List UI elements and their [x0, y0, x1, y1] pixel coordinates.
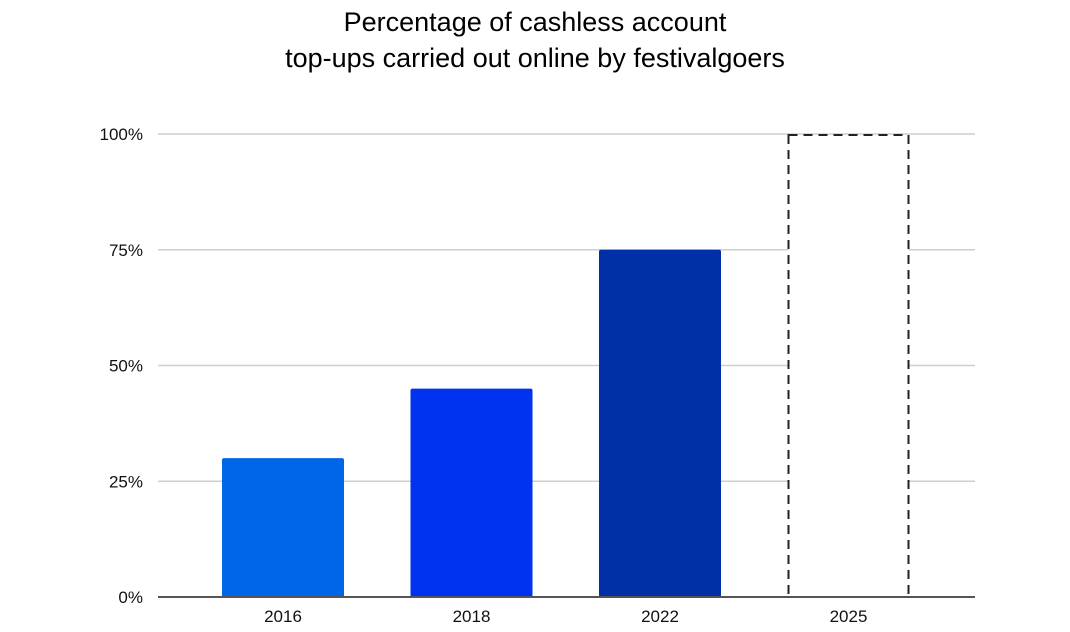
y-axis-tick-labels: 0% 25% 50% 75% 100%	[100, 125, 143, 607]
chart-title-line-2: top-ups carried out online by festivalgo…	[285, 43, 785, 73]
bar-2018	[410, 388, 533, 597]
bars	[222, 134, 910, 598]
y-tick-label: 50%	[109, 357, 143, 376]
x-tick-label: 2025	[830, 607, 868, 626]
x-axis-tick-labels: 2016 2018 2022 2025	[264, 607, 867, 626]
bar-2025-projected	[787, 134, 910, 598]
y-tick-label: 25%	[109, 472, 143, 491]
bar-2022	[599, 249, 721, 597]
chart-title: Percentage of cashless account top-ups c…	[0, 4, 1070, 76]
chart-title-line-1: Percentage of cashless account	[343, 7, 727, 37]
bar-2016	[222, 458, 344, 597]
x-tick-label: 2018	[453, 607, 491, 626]
x-tick-label: 2022	[641, 607, 679, 626]
x-tick-label: 2016	[264, 607, 302, 626]
y-tick-label: 100%	[100, 125, 143, 144]
y-tick-label: 75%	[109, 241, 143, 260]
y-tick-label: 0%	[118, 588, 143, 607]
